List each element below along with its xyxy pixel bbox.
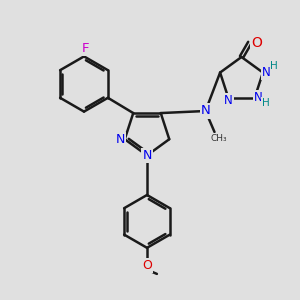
- Text: N: N: [142, 149, 152, 162]
- Text: H: H: [262, 98, 270, 108]
- Text: N: N: [254, 91, 263, 104]
- Text: H: H: [270, 61, 278, 71]
- Text: CH₃: CH₃: [211, 134, 227, 143]
- Text: N: N: [201, 104, 210, 118]
- Text: O: O: [142, 259, 152, 272]
- Text: N: N: [224, 94, 233, 107]
- Text: N: N: [262, 66, 271, 79]
- Text: O: O: [251, 36, 262, 50]
- Text: N: N: [116, 133, 125, 146]
- Text: F: F: [82, 41, 89, 55]
